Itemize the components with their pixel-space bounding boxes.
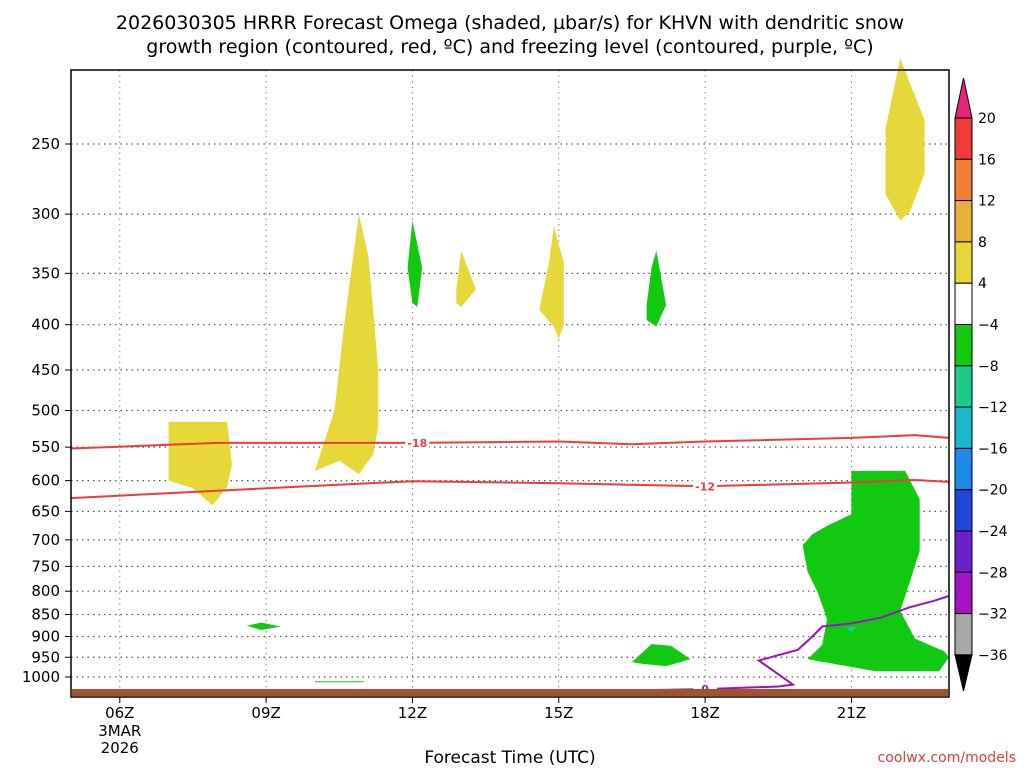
colorbar-tick-label: −28 [978, 565, 1008, 581]
x-tick-label: 21Z [837, 704, 866, 722]
colorbar-tick-label: 16 [978, 152, 996, 168]
omega-shaded-region [885, 58, 925, 221]
y-tick-label: 750 [31, 557, 60, 575]
omega-shaded-region [539, 226, 564, 339]
omega-shaded-region [802, 470, 949, 672]
contour-label: -18 [407, 437, 427, 450]
colorbar-segment [954, 530, 973, 573]
contour-line [70, 478, 950, 500]
terrain-bar [72, 689, 948, 696]
omega-shaded-region [407, 220, 423, 307]
colorbar-segment [954, 489, 973, 532]
colorbar-segment [954, 406, 973, 449]
credit-text: coolwx.com/models [878, 750, 1016, 766]
x-axis-label: Forecast Time (UTC) [424, 748, 595, 768]
colorbar-tick-label: 8 [978, 235, 987, 251]
colorbar-tick-label: −36 [978, 648, 1008, 664]
y-tick-label: 850 [31, 606, 60, 624]
contour-label: -12 [695, 480, 715, 493]
colorbar-tick-label: 12 [978, 194, 996, 210]
terrain-fill [72, 689, 948, 696]
colorbar-segment [954, 447, 973, 491]
colorbar-bottom-arrow [954, 654, 973, 692]
x-tick-label: 06Z [105, 704, 134, 722]
y-tick-label: 800 [31, 582, 60, 600]
contour-label-bg [405, 435, 430, 449]
colorbar-tick-label: −4 [978, 318, 999, 334]
colorbar-segment [954, 571, 973, 615]
colorbar-segment [954, 324, 973, 367]
y-tick-label: 550 [31, 438, 60, 456]
y-tick-label: 250 [31, 135, 60, 153]
colorbar-segment [954, 365, 973, 408]
y-tick-label: 500 [31, 402, 60, 420]
y-tick-label: 450 [31, 361, 60, 379]
y-tick-label: 1000 [22, 668, 60, 686]
x-tick-label: 18Z [690, 704, 719, 722]
y-tick-label: 700 [31, 531, 60, 549]
contour-line [641, 595, 950, 692]
plot-area [71, 70, 949, 697]
colorbar-tick-label: −8 [978, 359, 999, 375]
colorbar-segment [954, 613, 973, 656]
colorbar: 20 16 12 8 4 −4 −8 −12 −16 −20 −24 −28 −32 −36 [954, 77, 1008, 692]
y-tick-label: 300 [31, 205, 60, 223]
x-tick-sublabel: 3MAR [98, 722, 141, 740]
colorbar-tick-label: −32 [978, 607, 1008, 623]
omega-shaded-region [846, 627, 857, 634]
y-tick-label: 350 [31, 264, 60, 282]
omega-shaded-region [314, 681, 364, 683]
y-tick-label: 900 [31, 627, 60, 645]
contour-label-bg [693, 479, 718, 493]
x-tick-label: 09Z [251, 704, 280, 722]
colorbar-segment [954, 200, 973, 243]
y-tick-label: 650 [31, 502, 60, 520]
colorbar-segment [954, 282, 973, 326]
colorbar-tick-label: −20 [978, 483, 1008, 499]
x-tick-sublabel: 2026 [101, 739, 139, 757]
omega-shaded-region [456, 250, 476, 307]
omega-shaded-region [631, 644, 691, 667]
y-tick-label: 950 [31, 648, 60, 666]
colorbar-tick-label: 4 [978, 276, 987, 292]
y-tick-label: 600 [31, 472, 60, 490]
chart-title-line1: 2026030305 HRRR Forecast Omega (shaded, … [116, 12, 904, 34]
x-tick-label: 12Z [398, 704, 427, 722]
colorbar-tick-label: 20 [978, 111, 996, 127]
colorbar-tick-label: −16 [978, 441, 1008, 457]
contour-line [70, 434, 950, 450]
y-tick-label: 400 [31, 316, 60, 334]
y-axis: 250 300 350 400 450 500 550 600 650 700 750 800 850 9… [22, 135, 71, 686]
colorbar-segment [954, 117, 973, 160]
omega-shaded-region [314, 214, 379, 475]
omega-shaded-region [246, 622, 281, 630]
colorbar-segment [954, 241, 973, 284]
plot-frame [70, 69, 950, 698]
omega-shaded-region [646, 250, 667, 327]
chart-title-line2: growth region (contoured, red, ºC) and f… [146, 36, 873, 58]
colorbar-top-arrow [954, 77, 973, 119]
omega-shading [168, 58, 949, 683]
colorbar-tick-label: −24 [978, 524, 1008, 540]
x-tick-label: 15Z [544, 704, 573, 722]
colorbar-tick-label: −12 [978, 400, 1008, 416]
colorbar-segment [954, 158, 973, 202]
